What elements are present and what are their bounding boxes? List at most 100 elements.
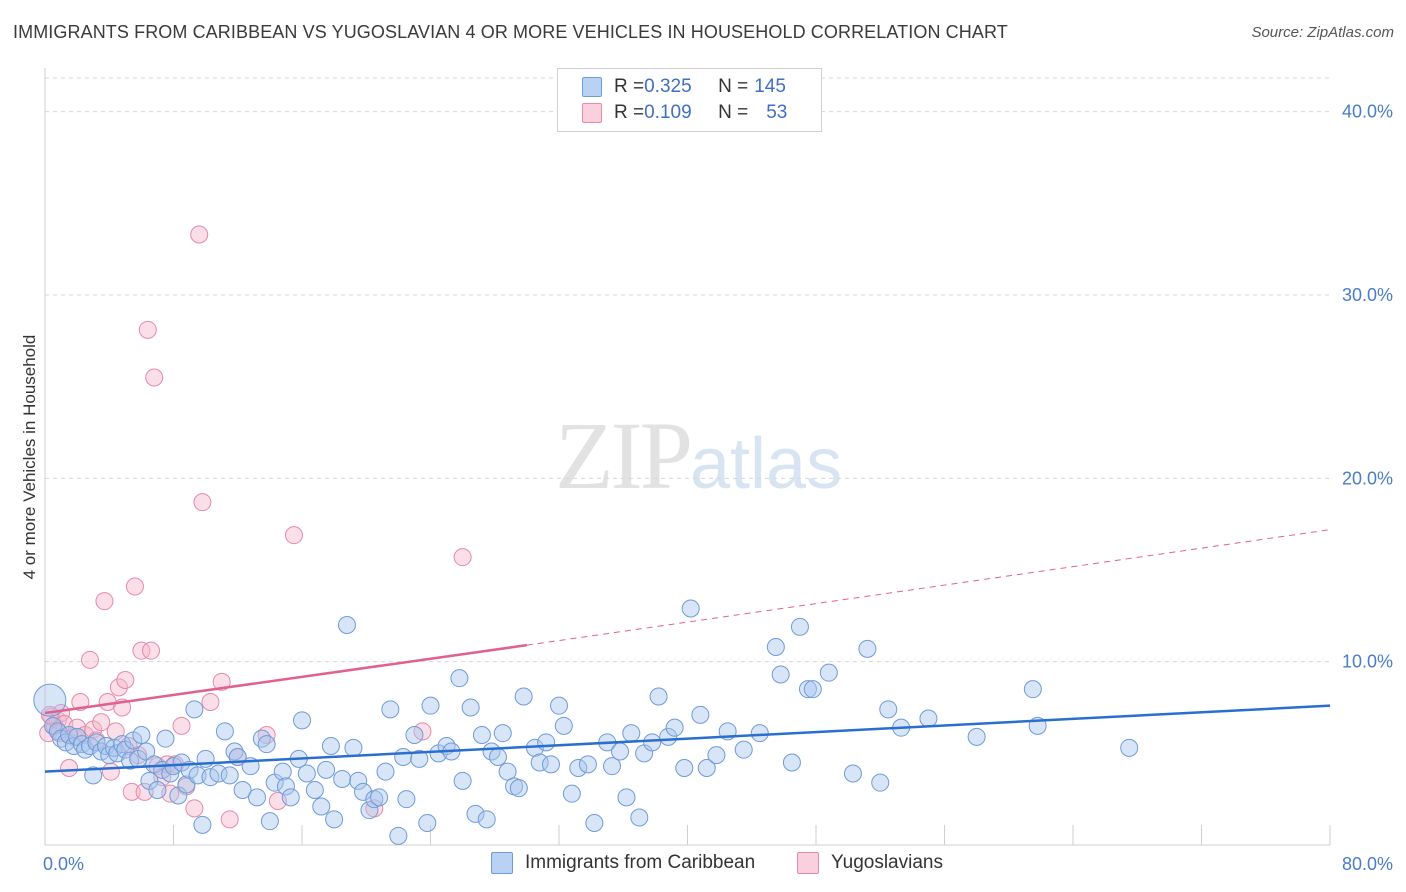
point-caribbean bbox=[798, 680, 817, 699]
point-yugoslavians bbox=[190, 225, 209, 244]
point-caribbean bbox=[541, 755, 560, 774]
bottom-legend-label: Yugoslavians bbox=[831, 852, 943, 873]
y-tick-label: 30.0% bbox=[1342, 285, 1393, 305]
trend-line-yugoslavians-extension bbox=[526, 529, 1331, 646]
point-caribbean bbox=[472, 726, 491, 744]
point-yugoslavians bbox=[80, 650, 99, 669]
point-caribbean bbox=[790, 617, 809, 636]
point-caribbean bbox=[681, 599, 700, 618]
point-caribbean bbox=[410, 749, 429, 768]
point-caribbean bbox=[394, 748, 413, 766]
point-yugoslavians bbox=[212, 672, 231, 691]
chart-title: IMMIGRANTS FROM CARIBBEAN VS YUGOSLAVIAN… bbox=[13, 22, 1008, 42]
point-caribbean bbox=[750, 724, 769, 743]
point-caribbean bbox=[349, 771, 368, 790]
legend-n-value: 145 bbox=[754, 76, 786, 97]
legend-n-label: N = bbox=[718, 102, 749, 123]
point-caribbean bbox=[305, 781, 324, 799]
bottom-legend-swatch-pink bbox=[797, 852, 819, 874]
point-caribbean bbox=[537, 733, 556, 752]
point-caribbean bbox=[257, 735, 276, 754]
point-caribbean bbox=[477, 810, 496, 829]
legend-r-value: 0.325 bbox=[644, 76, 692, 97]
point-caribbean bbox=[569, 759, 588, 777]
point-caribbean bbox=[337, 616, 356, 634]
point-caribbean bbox=[44, 716, 63, 735]
point-yugoslavians bbox=[284, 526, 303, 545]
point-caribbean bbox=[360, 801, 379, 820]
point-caribbean bbox=[225, 742, 244, 761]
point-caribbean bbox=[344, 738, 363, 757]
chart-source: Source: ZipAtlas.com bbox=[1251, 24, 1394, 41]
point-yugoslavians bbox=[220, 810, 239, 829]
x-tick-label: 80.0% bbox=[1342, 854, 1393, 874]
point-yugoslavians bbox=[201, 693, 220, 711]
point-caribbean bbox=[252, 729, 271, 748]
point-yugoslavians bbox=[125, 577, 144, 596]
y-tick-label: 40.0% bbox=[1342, 102, 1393, 122]
legend-swatch-pink bbox=[582, 103, 602, 123]
point-yugoslavians bbox=[142, 641, 161, 660]
point-caribbean bbox=[370, 788, 389, 807]
point-yugoslavians bbox=[185, 799, 204, 818]
point-yugoslavians bbox=[453, 548, 472, 567]
point-caribbean bbox=[649, 687, 668, 706]
point-yugoslavians bbox=[95, 592, 114, 611]
legend-r-label: R = bbox=[614, 76, 645, 97]
point-yugoslavians bbox=[60, 759, 79, 777]
point-caribbean bbox=[418, 814, 437, 832]
legend-n-label: N = bbox=[718, 76, 749, 97]
point-caribbean bbox=[132, 726, 151, 744]
point-caribbean bbox=[293, 711, 311, 730]
point-caribbean bbox=[215, 722, 234, 741]
point-caribbean bbox=[858, 639, 877, 658]
point-caribbean bbox=[766, 638, 785, 656]
point-caribbean bbox=[871, 773, 890, 792]
point-yugoslavians bbox=[132, 641, 151, 660]
point-caribbean bbox=[209, 764, 228, 783]
point-caribbean bbox=[321, 737, 340, 755]
point-caribbean bbox=[1120, 738, 1139, 757]
point-caribbean bbox=[488, 748, 507, 766]
point-caribbean bbox=[273, 762, 292, 781]
point-caribbean bbox=[233, 781, 252, 799]
point-caribbean bbox=[707, 746, 726, 765]
point-caribbean bbox=[450, 669, 469, 688]
point-caribbean bbox=[879, 700, 898, 719]
point-caribbean bbox=[665, 718, 684, 737]
bottom-legend-swatch-blue bbox=[491, 852, 513, 874]
point-caribbean bbox=[405, 726, 424, 744]
point-caribbean bbox=[276, 777, 295, 796]
point-yugoslavians bbox=[119, 737, 138, 755]
point-yugoslavians bbox=[145, 368, 164, 387]
watermark-zip: ZIP bbox=[555, 402, 693, 509]
trend-line-yugoslavians bbox=[44, 643, 528, 715]
point-caribbean bbox=[33, 683, 67, 717]
point-caribbean bbox=[803, 680, 822, 699]
legend-swatch-blue bbox=[582, 77, 602, 97]
point-yugoslavians bbox=[92, 713, 111, 732]
point-caribbean bbox=[466, 804, 485, 823]
point-caribbean bbox=[220, 766, 239, 785]
bottom-legend-label: Immigrants from Caribbean bbox=[525, 852, 756, 873]
legend-r-label: R = bbox=[614, 102, 645, 123]
point-caribbean bbox=[782, 753, 801, 772]
point-caribbean bbox=[354, 782, 373, 801]
point-caribbean bbox=[562, 784, 581, 803]
point-caribbean bbox=[509, 779, 528, 798]
legend-row-yugoslavians: R = 0.109 N = 53 bbox=[582, 101, 787, 125]
point-yugoslavians bbox=[122, 782, 141, 801]
point-caribbean bbox=[113, 735, 132, 754]
point-caribbean bbox=[87, 733, 106, 752]
point-yugoslavians bbox=[193, 493, 212, 512]
point-yugoslavians bbox=[116, 671, 135, 689]
point-caribbean bbox=[248, 788, 267, 807]
x-tick-label: 0.0% bbox=[43, 854, 84, 874]
point-caribbean bbox=[453, 771, 472, 790]
point-caribbean bbox=[397, 790, 416, 809]
point-caribbean bbox=[281, 788, 300, 807]
axes bbox=[44, 68, 1331, 846]
point-yugoslavians bbox=[172, 716, 191, 735]
point-caribbean bbox=[630, 808, 649, 827]
